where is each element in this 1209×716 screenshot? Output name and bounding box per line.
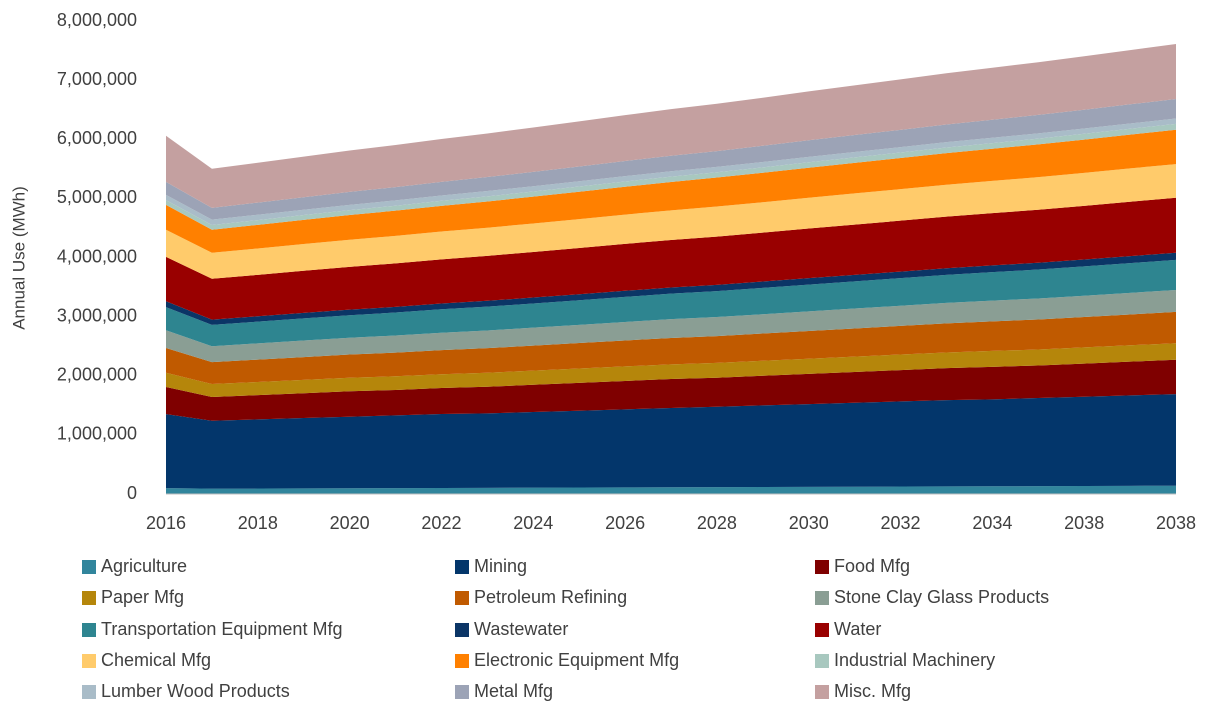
- area: [166, 359, 1176, 421]
- x-tick-label: 2038: [1156, 513, 1196, 533]
- area: [166, 343, 1176, 398]
- area: [166, 99, 1176, 220]
- legend-label: Misc. Mfg: [834, 681, 911, 701]
- legend-label: Electronic Equipment Mfg: [474, 650, 679, 670]
- area: [166, 252, 1176, 325]
- x-tick-label: 2032: [881, 513, 921, 533]
- legend-label: Chemical Mfg: [101, 650, 211, 670]
- y-tick-label: 1,000,000: [57, 424, 137, 444]
- x-tick-label: 2024: [513, 513, 553, 533]
- legend-swatch: [455, 685, 469, 699]
- legend-label: Metal Mfg: [474, 681, 553, 701]
- area: [166, 197, 1176, 320]
- legend-label: Lumber Wood Products: [101, 681, 290, 701]
- legend-label: Transportation Equipment Mfg: [101, 619, 342, 639]
- area: [166, 394, 1176, 489]
- x-tick-label: 2030: [789, 513, 829, 533]
- legend-swatch: [455, 560, 469, 574]
- y-tick-label: 4,000,000: [57, 246, 137, 266]
- legend-swatch: [815, 623, 829, 637]
- y-axis-label: Annual Use (MWh): [9, 186, 28, 330]
- y-tick-label: 8,000,000: [57, 10, 137, 30]
- x-tick-label: 2028: [697, 513, 737, 533]
- y-tick-label: 0: [127, 483, 137, 503]
- legend-swatch: [82, 623, 96, 637]
- y-tick-label: 3,000,000: [57, 305, 137, 325]
- legend-label: Industrial Machinery: [834, 650, 995, 670]
- legend-label: Mining: [474, 556, 527, 576]
- legend-swatch: [815, 685, 829, 699]
- legend-swatch: [82, 685, 96, 699]
- area: [166, 118, 1176, 225]
- legend-swatch: [82, 654, 96, 668]
- x-tick-label: 2034: [972, 513, 1012, 533]
- x-tick-label: 2026: [605, 513, 645, 533]
- area: [166, 164, 1176, 279]
- legend-label: Wastewater: [474, 619, 568, 639]
- legend-label: Stone Clay Glass Products: [834, 587, 1049, 607]
- legend-swatch: [815, 560, 829, 574]
- area: [166, 311, 1176, 385]
- legend-swatch: [815, 591, 829, 605]
- area: [166, 259, 1176, 347]
- legend-swatch: [82, 560, 96, 574]
- legend-label: Food Mfg: [834, 556, 910, 576]
- x-tick-label: 2038: [1064, 513, 1104, 533]
- area: [166, 44, 1176, 208]
- legend-label: Agriculture: [101, 556, 187, 576]
- x-tick-label: 2016: [146, 513, 186, 533]
- legend-label: Water: [834, 619, 881, 639]
- y-tick-label: 7,000,000: [57, 69, 137, 89]
- area: [166, 123, 1176, 230]
- area: [166, 290, 1176, 363]
- x-tick-label: 2022: [421, 513, 461, 533]
- legend-label: Petroleum Refining: [474, 587, 627, 607]
- legend-swatch: [455, 623, 469, 637]
- x-tick-label: 2018: [238, 513, 278, 533]
- legend-swatch: [815, 654, 829, 668]
- area: [166, 485, 1176, 494]
- x-tick-label: 2020: [330, 513, 370, 533]
- legend-swatch: [455, 591, 469, 605]
- y-tick-label: 5,000,000: [57, 187, 137, 207]
- legend-label: Paper Mfg: [101, 587, 184, 607]
- legend-swatch: [455, 654, 469, 668]
- y-tick-label: 6,000,000: [57, 128, 137, 148]
- area: [166, 129, 1176, 253]
- legend-swatch: [82, 591, 96, 605]
- y-tick-label: 2,000,000: [57, 365, 137, 385]
